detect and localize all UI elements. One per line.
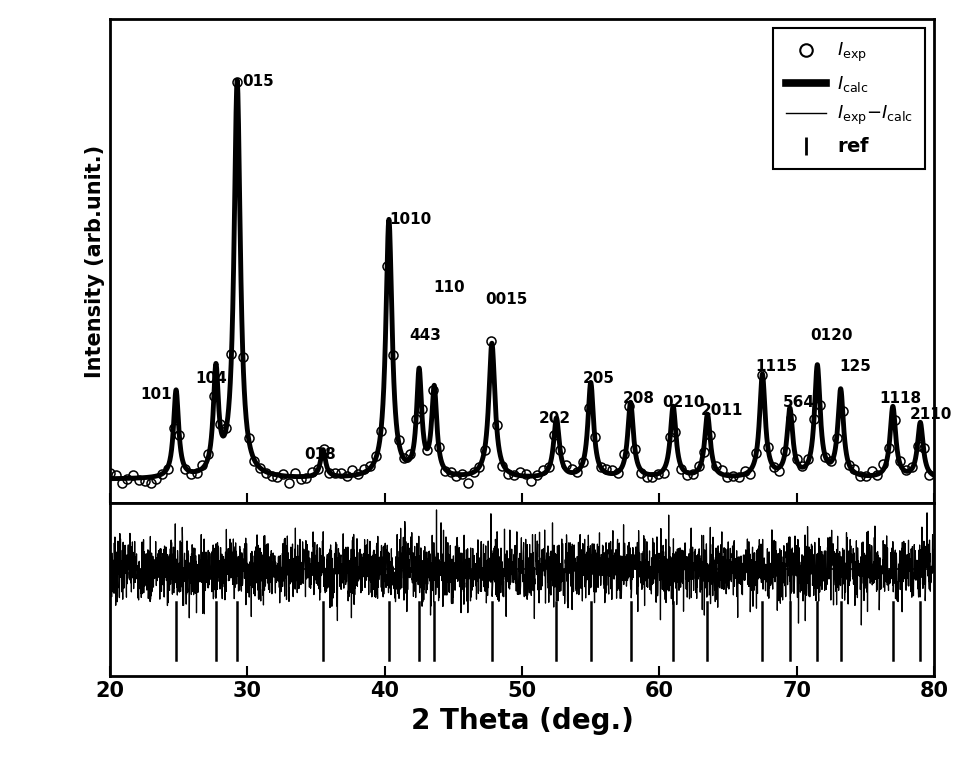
- Text: 125: 125: [839, 359, 871, 374]
- Text: 015: 015: [242, 73, 274, 89]
- Text: 101: 101: [141, 387, 172, 402]
- Text: 1010: 1010: [389, 212, 431, 228]
- Text: 205: 205: [582, 371, 614, 386]
- Text: 0120: 0120: [810, 328, 853, 342]
- Text: 202: 202: [538, 411, 571, 426]
- Text: 110: 110: [433, 280, 465, 295]
- Text: 564: 564: [783, 395, 815, 410]
- Y-axis label: Intensity (arb.unit.): Intensity (arb.unit.): [84, 144, 104, 377]
- Text: 208: 208: [623, 391, 654, 406]
- Text: 104: 104: [195, 371, 227, 386]
- Text: 2011: 2011: [700, 403, 743, 418]
- Text: 1115: 1115: [756, 359, 798, 374]
- Text: 0210: 0210: [662, 395, 705, 410]
- X-axis label: 2 Theta (deg.): 2 Theta (deg.): [411, 707, 633, 734]
- Legend: $I_{\rm exp}$, $I_{\rm calc}$, $I_{\rm exp}$$-$$I_{\rm calc}$, $\bf{ref}$: $I_{\rm exp}$, $I_{\rm calc}$, $I_{\rm e…: [773, 28, 925, 169]
- Text: 018: 018: [304, 447, 335, 461]
- Text: 443: 443: [409, 328, 442, 342]
- Text: 2110: 2110: [909, 407, 951, 422]
- Text: 0015: 0015: [485, 292, 528, 307]
- Text: 1118: 1118: [879, 391, 922, 406]
